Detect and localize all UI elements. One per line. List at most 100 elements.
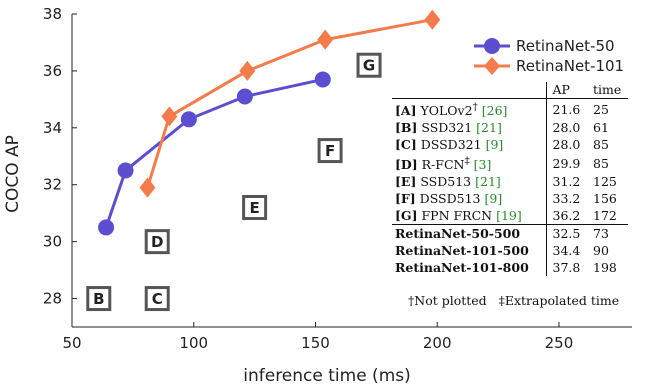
method-tag: [A] bbox=[395, 103, 417, 119]
table-method: [F] DSSD513 [9] bbox=[395, 191, 503, 207]
comparison-table: AP time [A] YOLOv2† [26] 21.6 25 [B] SSD321… bbox=[392, 82, 628, 277]
table-method: [B] SSD321 [21] bbox=[395, 120, 502, 136]
table-footnote: †Not plotted ‡Extrapolated time bbox=[408, 293, 619, 308]
table-method: [A] YOLOv2† [26] bbox=[392, 98, 547, 120]
table-row: [G] FPN FRCN [19] 36.2 172 bbox=[392, 207, 628, 225]
table-method: RetinaNet-101-500 bbox=[395, 243, 529, 259]
table-method: [C] DSSD321 [9] bbox=[395, 137, 504, 153]
method-ref: [3] bbox=[473, 157, 492, 173]
series-line-retinanet-101 bbox=[146, 18, 433, 189]
x-tick-label: 100 bbox=[179, 334, 208, 352]
table-method: [E] SSD513 [21] bbox=[395, 174, 501, 190]
series-lines bbox=[98, 9, 441, 236]
point-retinanet-50 bbox=[117, 162, 134, 179]
table-row: RetinaNet-50-500 32.5 73 bbox=[392, 224, 628, 243]
method-ref: [26] bbox=[481, 103, 508, 119]
y-tick-label: 28 bbox=[43, 290, 62, 308]
box-marker-c: C bbox=[144, 286, 170, 312]
point-retinanet-50 bbox=[314, 71, 331, 88]
table-method: [G] FPN FRCN [19] bbox=[395, 208, 522, 224]
method-tag: [E] bbox=[395, 174, 417, 190]
table-time: 61 bbox=[593, 120, 609, 136]
table-time: 73 bbox=[587, 224, 628, 243]
point-retinanet-50 bbox=[98, 219, 115, 236]
x-tick-label: 150 bbox=[301, 334, 330, 352]
series-line-retinanet-50 bbox=[104, 77, 324, 228]
y-axis-label: COCO AP bbox=[3, 135, 23, 213]
table-time: 90 bbox=[593, 243, 609, 259]
box-markers: B C D E F G bbox=[86, 52, 382, 312]
table-ap: 34.4 bbox=[545, 242, 588, 260]
x-ticks: 50 100 150 200 250 bbox=[62, 322, 573, 352]
table-row: [F] DSSD513 [9] 33.2 156 bbox=[392, 190, 628, 208]
box-marker-f: F bbox=[317, 138, 343, 164]
box-letter: F bbox=[325, 142, 335, 160]
table-time: 172 bbox=[593, 208, 617, 224]
axes bbox=[71, 14, 632, 328]
table-time: 85 bbox=[593, 137, 609, 153]
box-marker-e: E bbox=[242, 194, 268, 220]
box-marker-g: G bbox=[356, 52, 382, 78]
x-tick-label: 200 bbox=[423, 334, 452, 352]
table-row: [C] DSSD321 [9] 28.0 85 bbox=[392, 136, 628, 154]
y-tick-label: 34 bbox=[43, 119, 62, 137]
table-ap: 31.2 bbox=[545, 173, 588, 191]
x-tick-label: 50 bbox=[62, 334, 81, 352]
table-ap: 28.0 bbox=[545, 136, 588, 154]
table-time: 198 bbox=[593, 260, 617, 276]
footnote-not-plotted: †Not plotted bbox=[408, 293, 487, 308]
box-letter: G bbox=[363, 57, 375, 75]
point-retinanet-101 bbox=[239, 60, 256, 81]
method-tag: [F] bbox=[395, 191, 416, 207]
header-ap: AP bbox=[545, 82, 588, 99]
table-row: [D] R-FCN‡ [3] 29.9 85 bbox=[392, 153, 628, 174]
table-method: [D] R-FCN‡ [3] bbox=[395, 155, 492, 173]
table-ap: 21.6 bbox=[545, 98, 588, 120]
table-header: AP time bbox=[392, 82, 628, 99]
y-tick-label: 36 bbox=[43, 62, 62, 80]
footnote-extrapolated: ‡Extrapolated time bbox=[498, 293, 620, 308]
box-letter: E bbox=[249, 199, 259, 217]
table-method: RetinaNet-101-800 bbox=[395, 260, 529, 276]
table-row: [A] YOLOv2† [26] 21.6 25 bbox=[392, 98, 628, 120]
x-tick-label: 250 bbox=[545, 334, 574, 352]
table-method: RetinaNet-50-500 bbox=[392, 224, 547, 243]
box-marker-b: B bbox=[86, 286, 112, 312]
legend-marker-retinanet-50 bbox=[484, 38, 500, 54]
table-ap: 33.2 bbox=[545, 190, 588, 208]
box-letter: C bbox=[152, 290, 163, 308]
method-mark: ‡ bbox=[464, 155, 470, 168]
box-letter: D bbox=[151, 233, 163, 251]
point-retinanet-50 bbox=[180, 111, 197, 128]
header-time: time bbox=[593, 82, 622, 97]
method-ref: [9] bbox=[485, 137, 504, 153]
table-time: 156 bbox=[593, 191, 617, 207]
header-method bbox=[392, 82, 546, 99]
table-row: RetinaNet-101-800 37.8 198 bbox=[392, 259, 628, 277]
method-tag: [B] bbox=[395, 120, 418, 136]
table-ap: 29.9 bbox=[545, 153, 588, 174]
box-letter: B bbox=[93, 290, 104, 308]
method-ref: [9] bbox=[484, 191, 503, 207]
box-marker-d: D bbox=[144, 229, 170, 255]
legend-label-retinanet-101: RetinaNet-101 bbox=[516, 57, 624, 75]
point-retinanet-101 bbox=[139, 177, 156, 198]
method-tag: [D] bbox=[395, 157, 418, 173]
method-tag: [G] bbox=[395, 208, 418, 224]
table-time: 125 bbox=[593, 174, 617, 190]
point-retinanet-101 bbox=[317, 29, 334, 50]
y-tick-label: 38 bbox=[43, 5, 62, 23]
legend-marker-retinanet-101 bbox=[484, 57, 500, 75]
table-time: 25 bbox=[587, 98, 628, 120]
table-ap: 28.0 bbox=[545, 119, 588, 137]
table-ap: 37.8 bbox=[545, 259, 588, 277]
y-tick-label: 32 bbox=[43, 176, 62, 194]
point-retinanet-50 bbox=[236, 88, 253, 105]
table-time: 85 bbox=[593, 155, 609, 171]
method-tag: [C] bbox=[395, 137, 417, 153]
point-retinanet-101 bbox=[161, 106, 178, 127]
legend-label-retinanet-50: RetinaNet-50 bbox=[516, 37, 615, 55]
table-ap: 36.2 bbox=[545, 207, 588, 225]
y-tick-label: 30 bbox=[43, 233, 62, 251]
